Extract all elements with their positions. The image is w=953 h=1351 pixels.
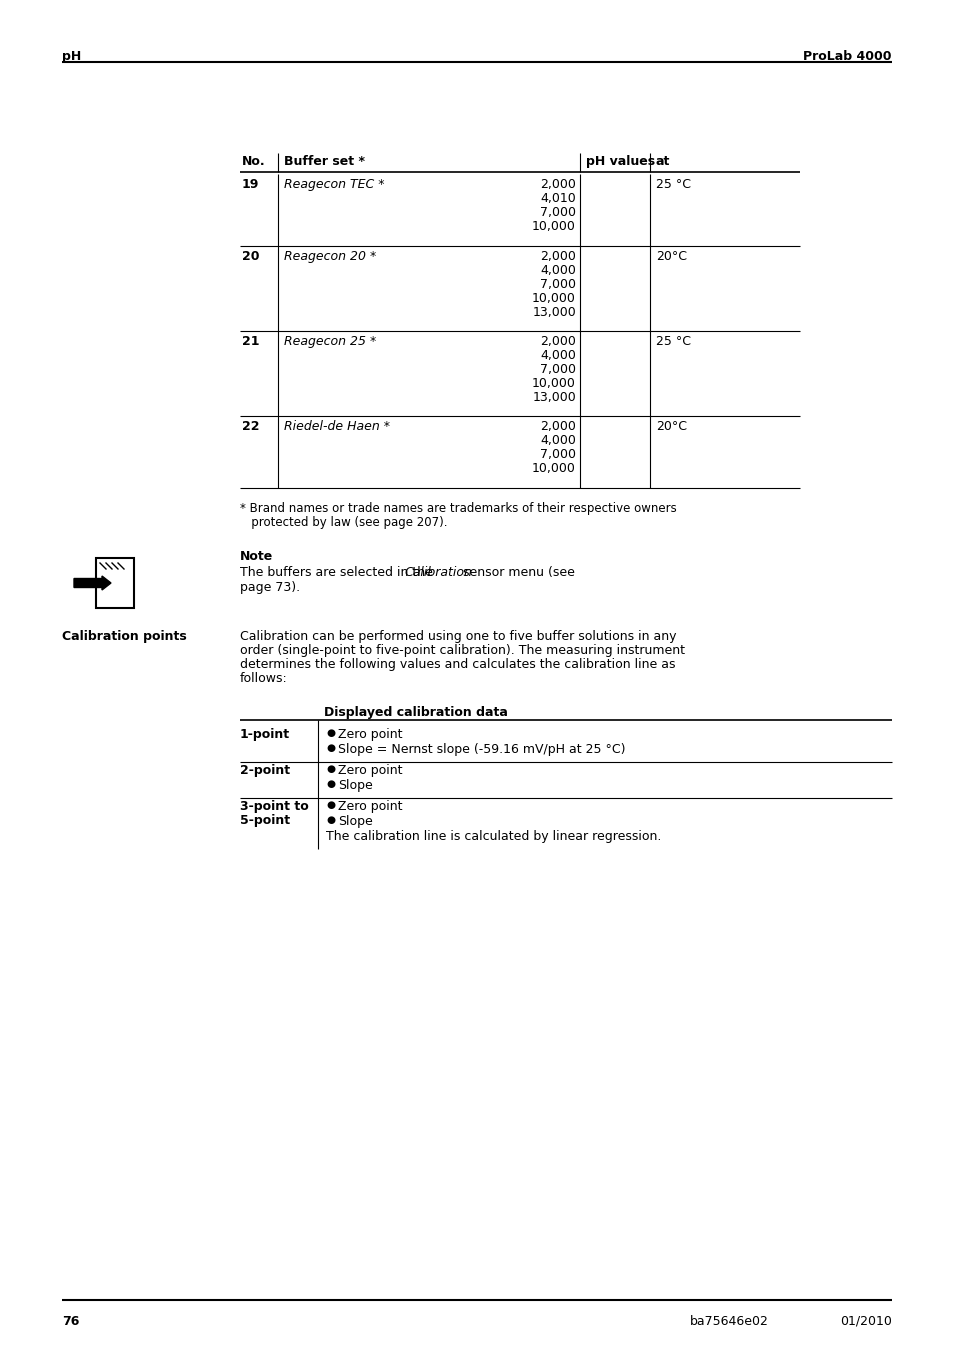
Text: Reagecon TEC *: Reagecon TEC * <box>284 178 384 190</box>
Text: Calibration: Calibration <box>404 566 472 580</box>
Text: 7,000: 7,000 <box>539 278 576 290</box>
Text: The calibration line is calculated by linear regression.: The calibration line is calculated by li… <box>326 830 660 843</box>
Text: * Brand names or trade names are trademarks of their respective owners: * Brand names or trade names are tradema… <box>240 503 676 515</box>
Text: ●: ● <box>326 780 335 789</box>
Text: ProLab 4000: ProLab 4000 <box>802 50 891 63</box>
Text: ba75646e02: ba75646e02 <box>689 1315 768 1328</box>
Text: 19: 19 <box>242 178 259 190</box>
Text: Calibration points: Calibration points <box>62 630 187 643</box>
Text: ●: ● <box>326 800 335 811</box>
Text: Reagecon 20 *: Reagecon 20 * <box>284 250 375 263</box>
Text: Reagecon 25 *: Reagecon 25 * <box>284 335 375 349</box>
Text: 25 °C: 25 °C <box>656 178 690 190</box>
Text: 1-point: 1-point <box>240 728 290 740</box>
Text: 7,000: 7,000 <box>539 363 576 376</box>
Text: Slope = Nernst slope (-59.16 mV/pH at 25 °C): Slope = Nernst slope (-59.16 mV/pH at 25… <box>337 743 625 757</box>
Text: ●: ● <box>326 815 335 825</box>
Text: The buffers are selected in the: The buffers are selected in the <box>240 566 436 580</box>
Bar <box>96 558 133 608</box>
Text: Zero point: Zero point <box>337 800 402 813</box>
Text: ●: ● <box>326 765 335 774</box>
Text: Riedel-de Haen *: Riedel-de Haen * <box>284 420 390 434</box>
Text: 20°C: 20°C <box>656 250 686 263</box>
Text: Displayed calibration data: Displayed calibration data <box>324 707 507 719</box>
Text: 4,000: 4,000 <box>539 349 576 362</box>
Text: 13,000: 13,000 <box>532 390 576 404</box>
Text: determines the following values and calculates the calibration line as: determines the following values and calc… <box>240 658 675 671</box>
Text: pH: pH <box>62 50 81 63</box>
Text: 76: 76 <box>62 1315 79 1328</box>
Text: 10,000: 10,000 <box>532 292 576 305</box>
Text: 10,000: 10,000 <box>532 220 576 232</box>
Text: Calibration can be performed using one to five buffer solutions in any: Calibration can be performed using one t… <box>240 630 676 643</box>
Text: No.: No. <box>242 155 265 168</box>
Text: 10,000: 10,000 <box>532 377 576 390</box>
Text: 20°C: 20°C <box>656 420 686 434</box>
Text: 4,000: 4,000 <box>539 263 576 277</box>
Text: page 73).: page 73). <box>240 581 300 594</box>
Text: pH values: pH values <box>585 155 655 168</box>
Text: protected by law (see page 207).: protected by law (see page 207). <box>240 516 447 530</box>
Text: order (single-point to five-point calibration). The measuring instrument: order (single-point to five-point calibr… <box>240 644 684 657</box>
Text: Slope: Slope <box>337 780 373 792</box>
Text: 2,000: 2,000 <box>539 420 576 434</box>
FancyArrow shape <box>74 576 111 590</box>
Text: 2,000: 2,000 <box>539 250 576 263</box>
Text: 25 °C: 25 °C <box>656 335 690 349</box>
Text: 3-point to: 3-point to <box>240 800 309 813</box>
Text: 22: 22 <box>242 420 259 434</box>
Text: 7,000: 7,000 <box>539 449 576 461</box>
Text: 4,000: 4,000 <box>539 434 576 447</box>
Text: 20: 20 <box>242 250 259 263</box>
Text: ●: ● <box>326 728 335 738</box>
Text: 5-point: 5-point <box>240 815 290 827</box>
Text: at: at <box>656 155 670 168</box>
Text: 2,000: 2,000 <box>539 178 576 190</box>
Text: Zero point: Zero point <box>337 765 402 777</box>
Text: follows:: follows: <box>240 671 288 685</box>
Text: 01/2010: 01/2010 <box>840 1315 891 1328</box>
Text: Note: Note <box>240 550 273 563</box>
Text: Buffer set *: Buffer set * <box>284 155 365 168</box>
Text: Slope: Slope <box>337 815 373 828</box>
Text: Zero point: Zero point <box>337 728 402 740</box>
Text: 10,000: 10,000 <box>532 462 576 476</box>
Text: 7,000: 7,000 <box>539 205 576 219</box>
Text: 2,000: 2,000 <box>539 335 576 349</box>
Text: ●: ● <box>326 743 335 753</box>
Text: 21: 21 <box>242 335 259 349</box>
Text: 4,010: 4,010 <box>539 192 576 205</box>
Text: sensor menu (see: sensor menu (see <box>458 566 574 580</box>
Text: 2-point: 2-point <box>240 765 290 777</box>
Text: 13,000: 13,000 <box>532 305 576 319</box>
